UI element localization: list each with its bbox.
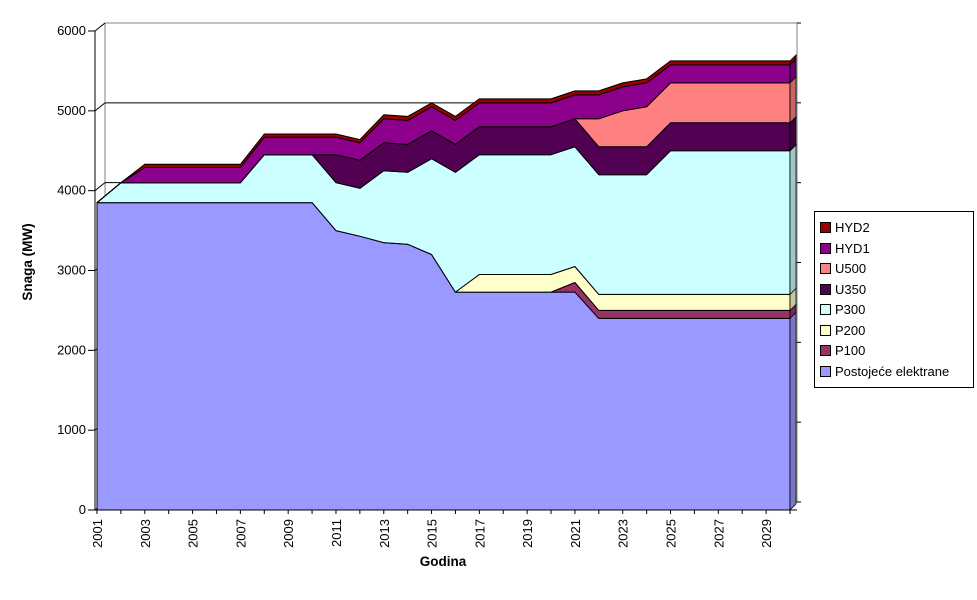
x-tick-label-2003: 2003: [138, 519, 153, 548]
y-tick-label-4000: 4000: [57, 183, 86, 198]
legend-item-hyd2: HYD2: [820, 221, 971, 234]
x-tick-label-2021: 2021: [568, 519, 583, 548]
legend-swatch-p200-icon: [820, 324, 831, 336]
chart-plot-area: 0 1000 2000 3000 4000 5000 6000 2001 2003 2005 200…: [57, 22, 801, 548]
x-tick-label-2027: 2027: [711, 519, 726, 548]
legend-label-p100: P100: [835, 343, 866, 359]
side-face-hyd2: [789, 53, 797, 66]
y-tick-label-0: 0: [79, 502, 86, 517]
legend-swatch-hyd1-icon: [820, 242, 831, 254]
x-axis-title: Godina: [420, 554, 467, 569]
legend-item-hyd1: HYD1: [820, 242, 971, 255]
legend-item-p100: P100: [820, 344, 971, 357]
y-tick-label-2000: 2000: [57, 342, 86, 357]
x-tick-label-2017: 2017: [472, 519, 487, 548]
legend-swatch-p100-icon: [820, 345, 831, 357]
x-tick-label-2009: 2009: [281, 519, 296, 548]
legend-label-hyd2: HYD2: [835, 220, 870, 236]
chart-legend: HYD2 HYD1 U500 U350 P300 P200 P100 Postojeće el…: [814, 211, 974, 388]
x-tick-label-2011: 2011: [329, 519, 344, 547]
legend-swatch-hyd2-icon: [820, 222, 831, 234]
y-tick-label-1000: 1000: [57, 422, 86, 437]
legend-swatch-p300-icon: [820, 304, 831, 316]
legend-label-u350: U350: [835, 281, 867, 297]
x-tick-label-2001: 2001: [90, 519, 105, 548]
legend-item-postoje-e-elektrane: Postojeće elektrane: [820, 365, 971, 378]
y-axis-title: Snaga (MW): [20, 223, 35, 300]
legend-label-hyd1: HYD1: [835, 240, 870, 256]
legend-label-p200: P200: [835, 322, 866, 338]
legend-label-u500: U500: [835, 261, 867, 277]
depth-connector-5000: [94, 102, 106, 112]
x-tick-label-2007: 2007: [233, 519, 248, 548]
y-tick-label-3000: 3000: [57, 263, 86, 278]
x-tick-label-2023: 2023: [616, 519, 631, 548]
x-tick-label-2029: 2029: [759, 519, 774, 548]
side-face-u500: [789, 75, 797, 124]
side-face-postoje-e-elektrane: [789, 311, 797, 511]
legend-item-p200: P200: [820, 324, 971, 337]
x-tick-label-2013: 2013: [377, 519, 392, 548]
x-tick-label-2015: 2015: [425, 519, 440, 548]
legend-item-p300: P300: [820, 303, 971, 316]
x-tick-label-2019: 2019: [520, 519, 535, 548]
x-tick-label-2025: 2025: [664, 519, 679, 548]
legend-swatch-u500-icon: [820, 263, 831, 275]
x-tick-label-2005: 2005: [186, 519, 201, 548]
legend-item-u350: U350: [820, 283, 971, 296]
depth-connector-4000: [94, 182, 106, 192]
legend-label-p300: P300: [835, 302, 866, 318]
y-tick-label-5000: 5000: [57, 103, 86, 118]
legend-item-u500: U500: [820, 262, 971, 275]
legend-label-postoje-e-elektrane: Postojeće elektrane: [835, 363, 950, 379]
y-tick-label-6000: 6000: [57, 23, 86, 38]
legend-swatch-u350-icon: [820, 283, 831, 295]
depth-connector-6000: [94, 22, 106, 32]
side-face-p300: [789, 143, 797, 296]
legend-swatch-postoje-e-elektrane-icon: [820, 365, 831, 377]
